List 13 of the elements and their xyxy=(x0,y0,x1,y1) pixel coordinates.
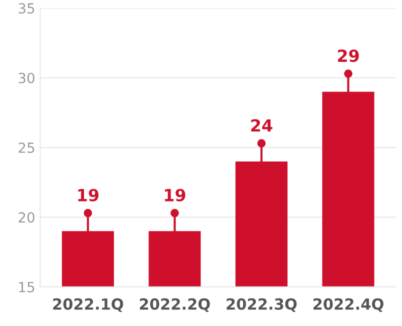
data-label: 24 xyxy=(251,119,272,132)
y-tick-label: 35 xyxy=(18,3,34,14)
data-label: 19 xyxy=(164,188,186,202)
x-tick-label: 2022.3Q xyxy=(226,298,297,312)
data-label: 29 xyxy=(338,49,359,62)
y-tick-label: 25 xyxy=(18,142,34,153)
y-tick-label: 30 xyxy=(18,72,34,84)
x-tick-label: 2022.4Q xyxy=(313,298,384,312)
y-tick-label: 15 xyxy=(19,282,34,292)
y-tick-label: 20 xyxy=(18,212,34,223)
x-tick-label: 2022.2Q xyxy=(140,298,210,312)
x-tick-label: 2022.1Q xyxy=(53,298,124,312)
data-label: 19 xyxy=(78,188,98,202)
